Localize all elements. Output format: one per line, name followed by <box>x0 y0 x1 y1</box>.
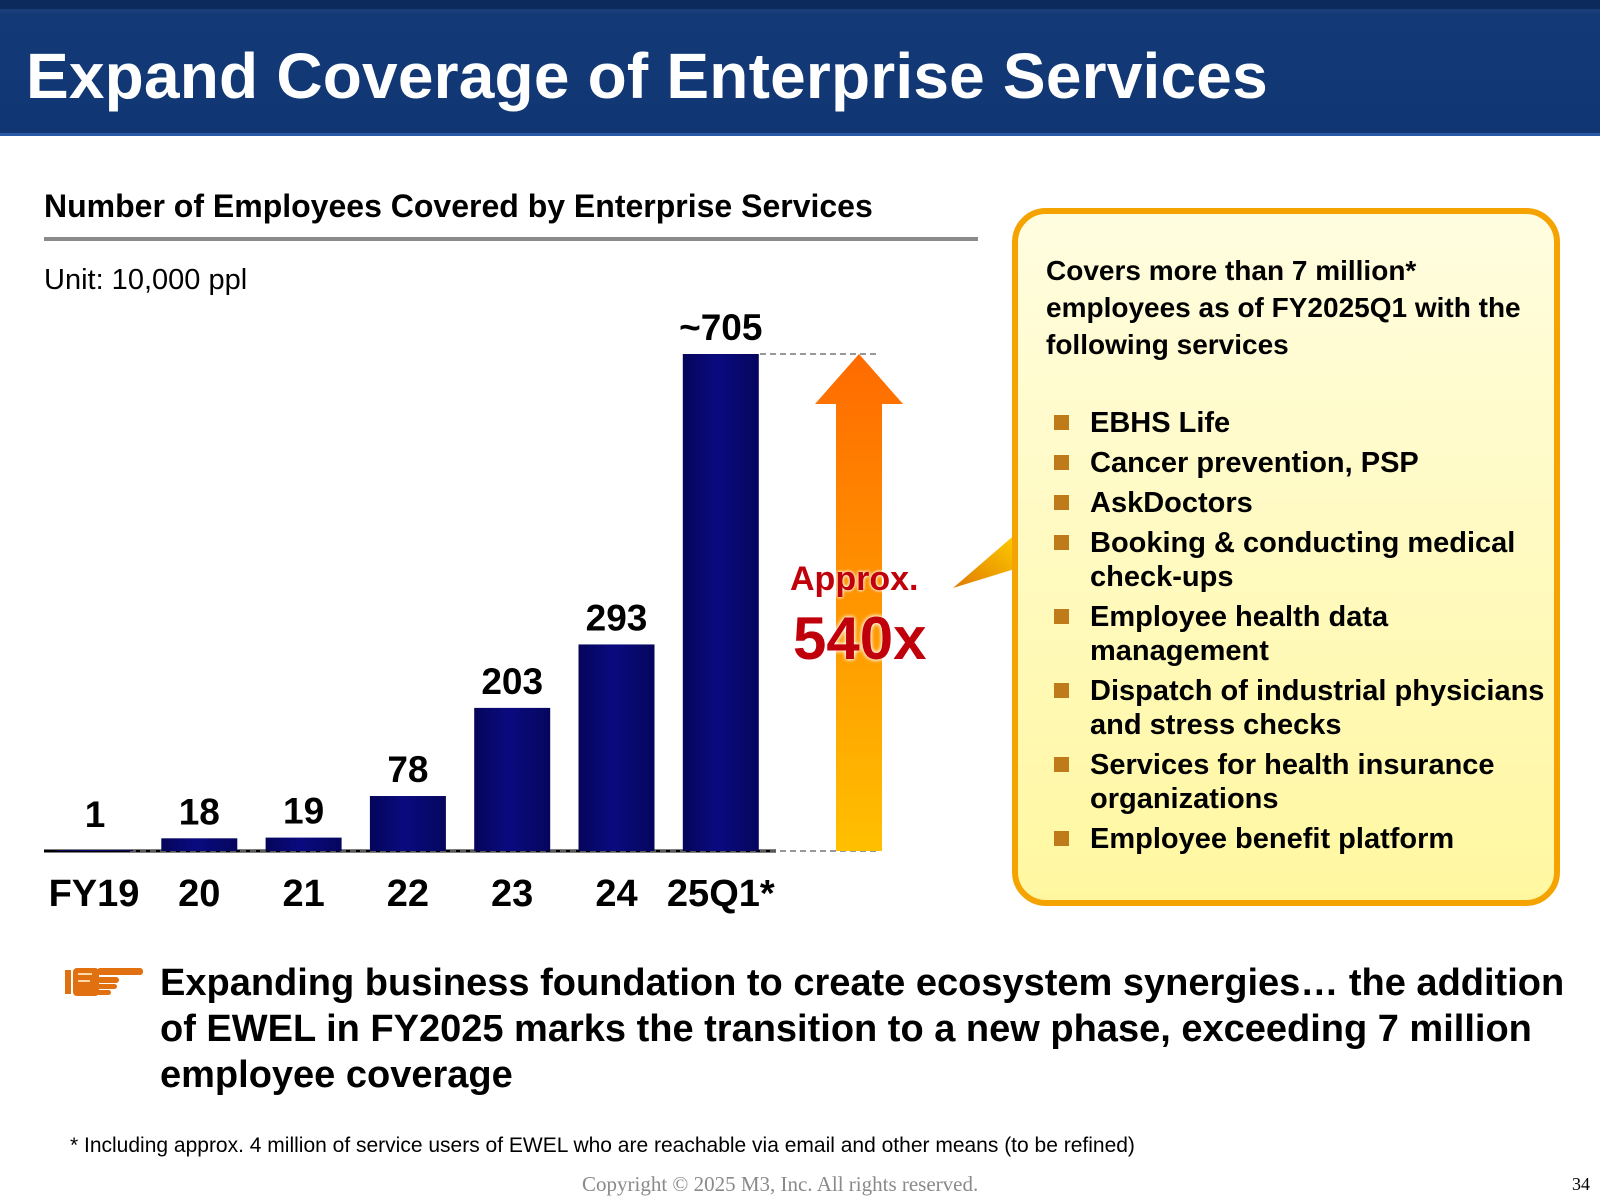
bar-chart: 1 18 19 78 203 293 ~705 FY19 20 21 22 23 24 25Q1* <box>44 307 903 915</box>
service-item-label: Booking & conducting medical check-ups <box>1090 527 1516 593</box>
bar-value-label: 293 <box>586 597 648 638</box>
growth-arrow <box>815 354 903 851</box>
x-tick-label: 25Q1* <box>667 873 775 915</box>
service-item: Employee health data management <box>1054 600 1554 668</box>
square-bullet-icon <box>1054 535 1069 550</box>
service-item-label: AskDoctors <box>1090 487 1253 519</box>
growth-label-approx: Approx. <box>790 560 919 598</box>
chart-title-underline <box>44 237 978 241</box>
title-bar: Expand Coverage of Enterprise Services <box>0 0 1600 136</box>
chart-title: Number of Employees Covered by Enterpris… <box>44 188 873 224</box>
bar-value-label: 18 <box>179 791 220 832</box>
service-item-label: Services for health insurance organizati… <box>1090 749 1495 815</box>
bar-25q1 <box>682 354 759 851</box>
square-bullet-icon <box>1054 683 1069 698</box>
conclusion-text: Expanding business foundation to create … <box>160 962 1565 1096</box>
bar-value-label: 1 <box>85 794 106 835</box>
bar-fy19 <box>57 850 133 851</box>
square-bullet-icon <box>1054 495 1069 510</box>
service-item: Cancer prevention, PSP <box>1054 446 1554 480</box>
bar-22 <box>369 796 446 851</box>
service-item-label: Dispatch of industrial physicians and st… <box>1090 675 1545 741</box>
service-item: Employee benefit platform <box>1054 822 1554 856</box>
service-item: Booking & conducting medical check-ups <box>1054 526 1554 594</box>
x-tick-label: 23 <box>491 873 533 915</box>
bar-20 <box>161 838 238 851</box>
square-bullet-icon <box>1054 609 1069 624</box>
x-tick-label: FY19 <box>49 873 140 915</box>
square-bullet-icon <box>1054 415 1069 430</box>
x-tick-label: 24 <box>595 873 637 915</box>
square-bullet-icon <box>1054 831 1069 846</box>
pointing-hand-icon <box>65 968 143 996</box>
x-tick-label: 20 <box>178 873 220 915</box>
square-bullet-icon <box>1054 757 1069 772</box>
x-tick-label: 22 <box>387 873 429 915</box>
service-item-label: EBHS Life <box>1090 407 1231 439</box>
bar-value-label: 78 <box>387 749 428 790</box>
bar-value-label: 19 <box>283 791 324 832</box>
square-bullet-icon <box>1054 455 1069 470</box>
service-item: AskDoctors <box>1054 486 1554 520</box>
footnote: * Including approx. 4 million of service… <box>70 1134 1135 1157</box>
growth-label-multiple: 540x <box>793 605 927 672</box>
services-callout <box>1012 208 1560 906</box>
service-item: Dispatch of industrial physicians and st… <box>1054 674 1554 742</box>
bar-value-label: 203 <box>481 661 543 702</box>
bar-23 <box>474 707 551 851</box>
service-item-label: Cancer prevention, PSP <box>1090 447 1419 479</box>
callout-heading: Covers more than 7 million* employees as… <box>1046 255 1521 360</box>
bar-24 <box>578 644 655 851</box>
services-list: EBHS Life Cancer prevention, PSP AskDoctor… <box>1054 406 1554 862</box>
chart-unit-label: Unit: 10,000 ppl <box>44 264 248 296</box>
service-item-label: Employee health data management <box>1090 601 1389 667</box>
service-item: EBHS Life <box>1054 406 1554 440</box>
service-item: Services for health insurance organizati… <box>1054 748 1554 816</box>
copyright: Copyright © 2025 M3, Inc. All rights res… <box>582 1172 979 1196</box>
slide-title: Expand Coverage of Enterprise Services <box>26 40 1268 112</box>
x-tick-label: 21 <box>282 873 324 915</box>
bar-value-label: ~705 <box>679 307 762 348</box>
bar-21 <box>265 837 342 851</box>
page-number: 34 <box>1572 1174 1590 1194</box>
service-item-label: Employee benefit platform <box>1090 823 1455 855</box>
